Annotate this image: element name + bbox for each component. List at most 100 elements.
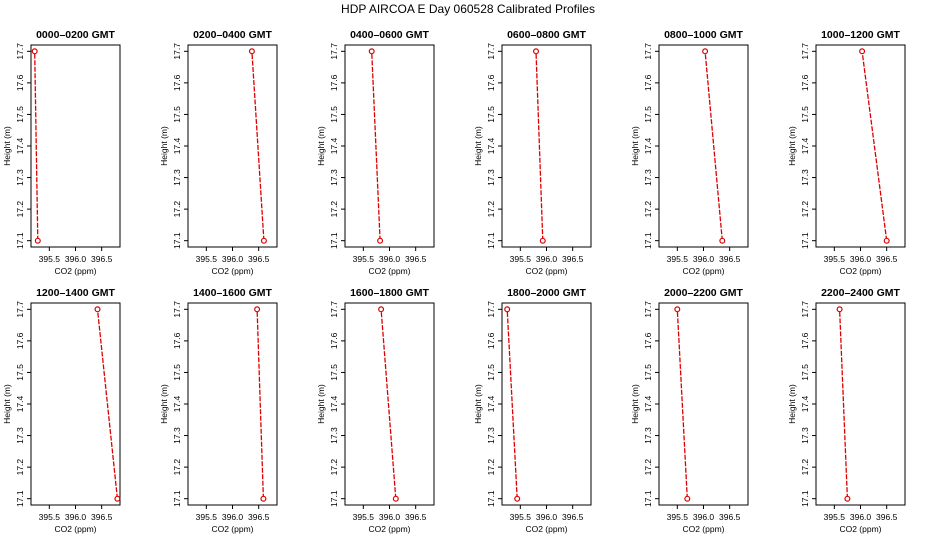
data-point bbox=[114, 495, 121, 502]
y-tick-label: 17.3 bbox=[643, 427, 653, 444]
x-tick-label: 396.0 bbox=[536, 254, 558, 264]
y-tick-label: 17.7 bbox=[800, 43, 810, 60]
profile-line bbox=[506, 309, 518, 499]
y-tick-label: 17.2 bbox=[172, 459, 182, 476]
panel-title: 1800–2000 GMT bbox=[507, 287, 586, 299]
y-tick-label: 17.2 bbox=[15, 201, 25, 218]
panel-8: 1400–1600 GMT 395.5 396.0 396.5 CO2 (ppm) 17.… bbox=[159, 287, 278, 534]
y-axis-label: Height (m) bbox=[159, 126, 169, 166]
panel-4: 0600–0800 GMT 395.5 396.0 396.5 CO2 (ppm) 17.… bbox=[473, 29, 592, 276]
y-tick-label: 17.7 bbox=[643, 43, 653, 60]
x-tick-label: 395.5 bbox=[196, 512, 218, 522]
y-tick-label: 17.1 bbox=[15, 232, 25, 249]
panel-title: 0400–0600 GMT bbox=[350, 29, 429, 41]
y-tick-label: 17.5 bbox=[172, 106, 182, 123]
x-tick-label: 396.5 bbox=[719, 254, 741, 264]
y-tick-label: 17.3 bbox=[329, 169, 339, 186]
y-tick-label: 17.7 bbox=[800, 301, 810, 318]
data-point bbox=[844, 495, 851, 502]
y-tick-label: 17.1 bbox=[15, 490, 25, 507]
panel-title: 0600–0800 GMT bbox=[507, 29, 586, 41]
y-tick-label: 17.7 bbox=[643, 301, 653, 318]
plot-frame bbox=[187, 302, 278, 506]
data-point bbox=[514, 495, 521, 502]
x-tick-label: 396.5 bbox=[405, 512, 427, 522]
x-tick-label: 396.5 bbox=[91, 254, 113, 264]
panel-title: 2200–2400 GMT bbox=[821, 287, 900, 299]
y-tick-label: 17.1 bbox=[643, 490, 653, 507]
y-tick-label: 17.2 bbox=[643, 201, 653, 218]
y-tick-label: 17.6 bbox=[15, 74, 25, 91]
data-point bbox=[702, 48, 709, 55]
x-tick-label: 396.0 bbox=[379, 254, 401, 264]
y-tick-label: 17.5 bbox=[800, 106, 810, 123]
y-tick-label: 17.4 bbox=[800, 137, 810, 154]
y-tick-label: 17.3 bbox=[486, 169, 496, 186]
data-point bbox=[859, 48, 866, 55]
profile-line bbox=[34, 51, 39, 241]
y-tick-label: 17.5 bbox=[643, 106, 653, 123]
y-tick-label: 17.2 bbox=[172, 201, 182, 218]
y-tick-label: 17.7 bbox=[329, 301, 339, 318]
y-tick-label: 17.3 bbox=[800, 169, 810, 186]
x-tick-label: 396.5 bbox=[719, 512, 741, 522]
y-tick-label: 17.7 bbox=[486, 301, 496, 318]
x-tick-label: 395.5 bbox=[353, 512, 375, 522]
y-tick-label: 17.5 bbox=[329, 364, 339, 381]
y-tick-label: 17.6 bbox=[800, 332, 810, 349]
data-point bbox=[532, 48, 539, 55]
profile-line bbox=[251, 51, 265, 241]
y-tick-label: 17.3 bbox=[486, 427, 496, 444]
x-axis-label: CO2 (ppm) bbox=[525, 266, 567, 276]
x-tick-label: 396.0 bbox=[379, 512, 401, 522]
y-tick-label: 17.4 bbox=[172, 137, 182, 154]
x-tick-label: 396.0 bbox=[693, 512, 715, 522]
x-axis-label: CO2 (ppm) bbox=[682, 266, 724, 276]
y-axis-label: Height (m) bbox=[473, 126, 483, 166]
profile-line bbox=[380, 309, 397, 499]
panel-11: 2000–2200 GMT 395.5 396.0 396.5 CO2 (ppm) 17.… bbox=[630, 287, 749, 534]
data-point bbox=[392, 495, 399, 502]
x-tick-label: 396.5 bbox=[248, 512, 270, 522]
data-point bbox=[684, 495, 691, 502]
y-tick-label: 17.1 bbox=[172, 490, 182, 507]
x-tick-label: 396.5 bbox=[248, 254, 270, 264]
y-tick-label: 17.1 bbox=[329, 232, 339, 249]
panel-6: 1000–1200 GMT 395.5 396.0 396.5 CO2 (ppm) 17.… bbox=[787, 29, 906, 276]
y-tick-label: 17.2 bbox=[643, 459, 653, 476]
x-axis-label: CO2 (ppm) bbox=[54, 266, 96, 276]
y-tick-label: 17.3 bbox=[643, 169, 653, 186]
x-tick-label: 395.5 bbox=[510, 254, 532, 264]
data-point bbox=[504, 306, 511, 313]
plot-frame bbox=[30, 302, 121, 506]
x-axis-label: CO2 (ppm) bbox=[54, 524, 96, 534]
y-tick-label: 17.4 bbox=[486, 395, 496, 412]
y-tick-label: 17.3 bbox=[15, 427, 25, 444]
x-tick-label: 396.5 bbox=[405, 254, 427, 264]
y-tick-label: 17.5 bbox=[172, 364, 182, 381]
y-tick-label: 17.1 bbox=[172, 232, 182, 249]
y-tick-label: 17.2 bbox=[486, 459, 496, 476]
x-axis-label: CO2 (ppm) bbox=[682, 524, 724, 534]
y-tick-label: 17.6 bbox=[15, 332, 25, 349]
data-point bbox=[260, 237, 267, 244]
data-point bbox=[539, 237, 546, 244]
y-tick-label: 17.6 bbox=[172, 74, 182, 91]
plot-frame bbox=[815, 44, 906, 248]
panel-3: 0400–0600 GMT 395.5 396.0 396.5 CO2 (ppm) 17.… bbox=[316, 29, 435, 276]
y-tick-label: 17.6 bbox=[172, 332, 182, 349]
x-tick-label: 396.0 bbox=[850, 512, 872, 522]
y-tick-label: 17.4 bbox=[643, 137, 653, 154]
y-tick-label: 17.7 bbox=[15, 43, 25, 60]
data-point bbox=[260, 495, 267, 502]
profile-line bbox=[861, 51, 888, 241]
y-tick-label: 17.1 bbox=[800, 232, 810, 249]
x-tick-label: 396.0 bbox=[222, 512, 244, 522]
data-point bbox=[94, 306, 101, 313]
y-tick-label: 17.2 bbox=[800, 201, 810, 218]
x-tick-label: 395.5 bbox=[510, 512, 532, 522]
profile-line bbox=[535, 51, 544, 241]
x-tick-label: 395.5 bbox=[824, 512, 846, 522]
panel-title: 1000–1200 GMT bbox=[821, 29, 900, 41]
